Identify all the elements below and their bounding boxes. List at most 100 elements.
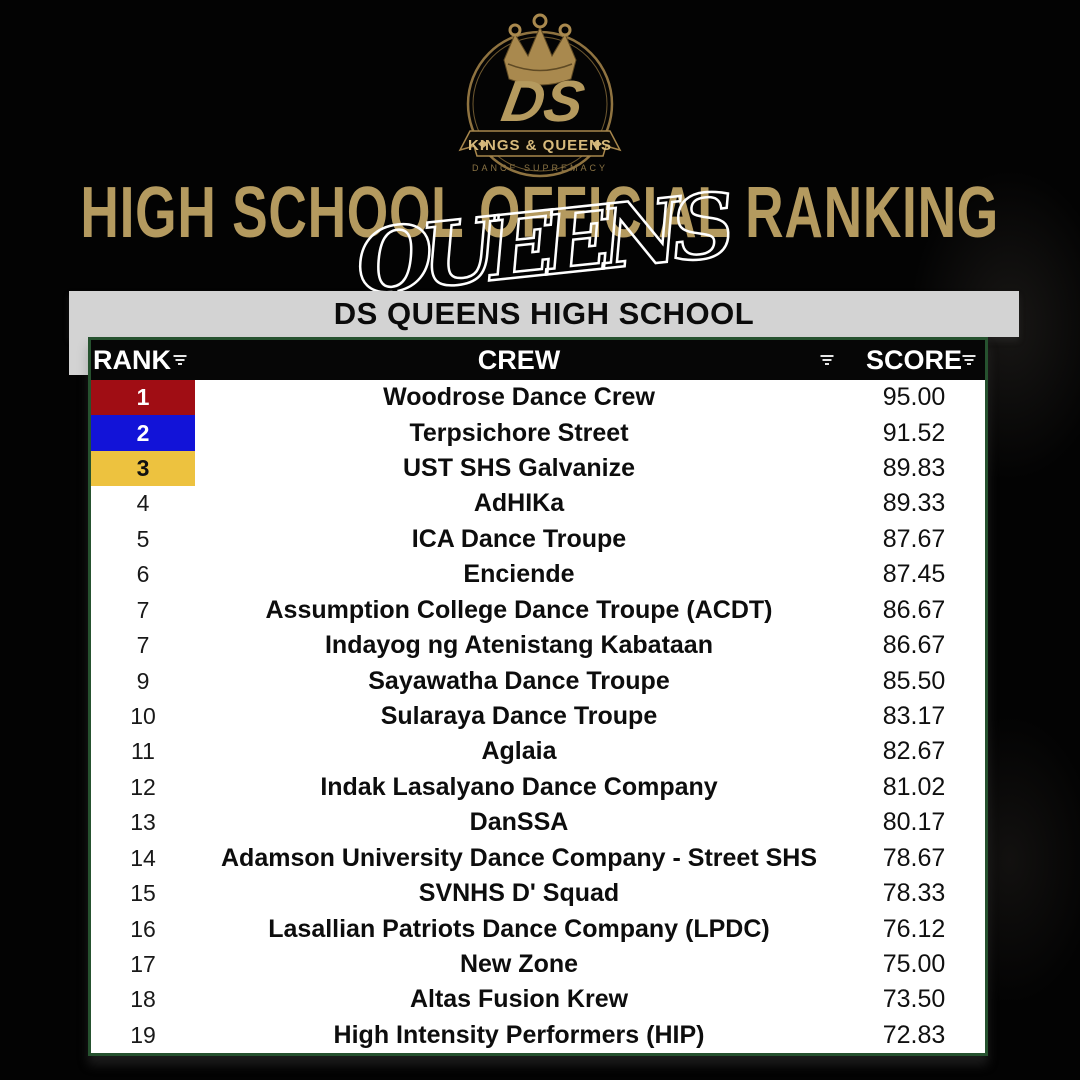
crown-icon — [503, 13, 577, 86]
crew-cell: Sayawatha Dance Troupe — [368, 666, 670, 695]
crew-cell: Assumption College Dance Troupe (ACDT) — [265, 595, 773, 624]
table-row: 6 Enciende 87.45 — [91, 557, 985, 592]
svg-text:DS: DS — [497, 69, 589, 134]
crew-cell: Lasallian Patriots Dance Company (LPDC) — [268, 914, 770, 943]
column-header-score: SCORE — [843, 345, 985, 376]
crew-cell: AdHIKa — [473, 489, 565, 518]
filter-icon[interactable] — [819, 354, 834, 366]
banner-diamond-icon — [478, 140, 488, 148]
main-title: HIGH SCHOOL OFFICIAL RANKING — [0, 173, 1080, 253]
crew-cell: ICA Dance Troupe — [411, 524, 627, 553]
crew-cell: Enciende — [463, 560, 575, 589]
rank-cell: 13 — [130, 809, 156, 836]
table-row: 3 UST SHS Galvanize 89.83 — [91, 450, 985, 487]
crew-cell: Adamson University Dance Company - Stree… — [221, 843, 817, 872]
rank-cell: 19 — [130, 1021, 156, 1048]
table-row: 14 Adamson University Dance Company - St… — [91, 840, 985, 875]
table-row: 9 Sayawatha Dance Troupe 85.50 — [91, 663, 985, 698]
rank-cell: 12 — [130, 773, 156, 800]
rank-header-label: RANK — [93, 344, 171, 375]
crew-header-label: CREW — [477, 344, 561, 375]
rank-cell: 2 — [91, 415, 195, 451]
crew-cell: New Zone — [459, 949, 579, 978]
banner-diamond-icon — [592, 140, 602, 148]
table-row: 7 Indayog ng Atenistang Kabataan 86.67 — [91, 628, 985, 663]
table-row: 18 Altas Fusion Krew 73.50 — [91, 982, 985, 1017]
score-cell: 75.00 — [882, 949, 946, 978]
score-cell: 80.17 — [882, 808, 946, 837]
score-cell: 87.45 — [882, 560, 946, 589]
rank-cell: 14 — [130, 844, 156, 871]
score-cell: 86.67 — [882, 595, 946, 624]
table-row: 12 Indak Lasalyano Dance Company 81.02 — [91, 770, 985, 805]
ds-monogram: DS — [497, 69, 589, 134]
rank-cell: 16 — [130, 915, 156, 942]
table-row: 17 New Zone 75.00 — [91, 947, 985, 982]
table-row: 16 Lasallian Patriots Dance Company (LPD… — [91, 911, 985, 946]
filter-icon[interactable] — [961, 354, 976, 366]
score-cell: 76.12 — [882, 914, 946, 943]
sheet-title: DS QUEENS HIGH SCHOOL — [333, 296, 755, 331]
table-row: 5 ICA Dance Troupe 87.67 — [91, 522, 985, 557]
table-header-row: RANK CREW SCORE — [91, 340, 985, 380]
ds-kings-queens-logo: DS KINGS & QUEENS DANCE SUPREMACY — [458, 13, 622, 178]
rank-cell: 7 — [136, 596, 150, 623]
table-row: 4 AdHIKa 89.33 — [91, 486, 985, 521]
table-row: 19 High Intensity Performers (HIP) 72.83 — [91, 1018, 985, 1053]
score-cell: 95.00 — [882, 383, 946, 412]
crew-cell: UST SHS Galvanize — [402, 454, 636, 483]
rank-cell: 7 — [136, 632, 150, 659]
table-row: 10 Sularaya Dance Troupe 83.17 — [91, 699, 985, 734]
rank-cell: 18 — [130, 986, 156, 1013]
rank-cell: 3 — [91, 450, 195, 487]
score-cell: 82.67 — [882, 737, 946, 766]
rank-cell: 15 — [130, 880, 156, 907]
filter-icon[interactable] — [172, 354, 187, 366]
rank-cell: 11 — [131, 738, 155, 765]
rank-cell: 9 — [136, 667, 150, 694]
table-row: 7 Assumption College Dance Troupe (ACDT)… — [91, 593, 985, 628]
crew-cell: Aglaia — [481, 737, 557, 766]
sheet-gray-corner — [69, 337, 90, 375]
score-cell: 89.33 — [882, 489, 946, 518]
score-cell: 78.33 — [882, 879, 946, 908]
score-cell: 78.67 — [882, 843, 946, 872]
score-cell: 86.67 — [882, 631, 946, 660]
crew-cell: Indak Lasalyano Dance Company — [320, 772, 718, 801]
table-row: 13 DanSSA 80.17 — [91, 805, 985, 840]
table-row: 1 Woodrose Dance Crew 95.00 — [91, 380, 985, 416]
crew-cell: Terpsichore Street — [409, 418, 629, 447]
rank-cell: 6 — [136, 561, 150, 588]
crew-cell: Altas Fusion Krew — [409, 985, 629, 1014]
logo-subtitle: DANCE SUPREMACY — [472, 163, 608, 173]
rank-cell: 10 — [130, 703, 156, 729]
rank-cell: 1 — [91, 380, 195, 416]
sheet-title-bar: DS QUEENS HIGH SCHOOL — [69, 291, 1019, 337]
score-cell: 91.52 — [882, 418, 946, 447]
crew-cell: High Intensity Performers (HIP) — [333, 1020, 705, 1049]
svg-text:KINGS & QUEENS: KINGS & QUEENS — [468, 137, 612, 154]
score-cell: 83.17 — [882, 702, 946, 730]
crew-cell: Woodrose Dance Crew — [383, 383, 655, 412]
score-cell: 89.83 — [882, 454, 946, 483]
score-header-label: SCORE — [865, 344, 963, 375]
column-header-rank: RANK — [91, 345, 195, 376]
main-title-text: HIGH SCHOOL OFFICIAL RANKING — [80, 173, 1000, 253]
crew-cell: DanSSA — [469, 808, 569, 837]
column-header-crew: CREW — [195, 345, 843, 376]
table-row: 15 SVNHS D' Squad 78.33 — [91, 876, 985, 911]
logo-banner: KINGS & QUEENS — [458, 130, 622, 157]
score-cell: 73.50 — [882, 985, 946, 1014]
score-cell: 85.50 — [882, 666, 946, 695]
score-cell: 87.67 — [882, 524, 946, 553]
crew-cell: Sularaya Dance Troupe — [380, 702, 658, 730]
score-cell: 72.83 — [882, 1020, 946, 1049]
score-cell: 81.02 — [882, 772, 946, 801]
crew-cell: SVNHS D' Squad — [418, 879, 620, 908]
table-row: 11 Aglaia 82.67 — [91, 734, 985, 769]
table-row: 2 Terpsichore Street 91.52 — [91, 415, 985, 451]
crew-cell: Indayog ng Atenistang Kabataan — [324, 631, 713, 660]
ranking-table: RANK CREW SCORE 1 Woodrose Dance Crew 95… — [88, 337, 988, 1056]
rank-cell: 5 — [136, 525, 150, 552]
